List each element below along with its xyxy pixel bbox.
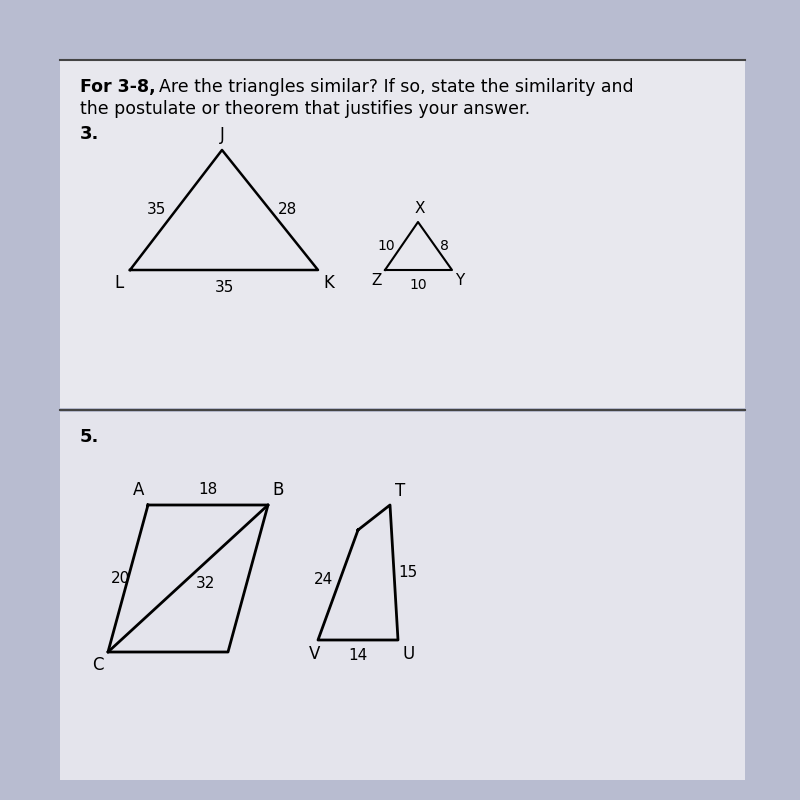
Text: Z: Z bbox=[372, 273, 382, 288]
Text: 8: 8 bbox=[440, 239, 449, 253]
Text: 32: 32 bbox=[196, 576, 215, 591]
Text: A: A bbox=[133, 481, 144, 499]
Text: 18: 18 bbox=[198, 482, 218, 497]
Text: 5.: 5. bbox=[80, 428, 99, 446]
Text: X: X bbox=[414, 201, 426, 216]
Text: 28: 28 bbox=[278, 202, 298, 218]
Text: U: U bbox=[402, 645, 414, 663]
Text: 20: 20 bbox=[110, 571, 130, 586]
Text: 10: 10 bbox=[410, 278, 427, 292]
Text: 14: 14 bbox=[348, 648, 368, 663]
Text: the postulate or theorem that justifies your answer.: the postulate or theorem that justifies … bbox=[80, 100, 530, 118]
Text: J: J bbox=[219, 126, 225, 144]
Text: K: K bbox=[323, 274, 334, 292]
Text: For 3-8,: For 3-8, bbox=[80, 78, 156, 96]
Text: L: L bbox=[114, 274, 124, 292]
Text: V: V bbox=[310, 645, 321, 663]
Text: 35: 35 bbox=[214, 280, 234, 295]
Text: 10: 10 bbox=[378, 239, 395, 253]
FancyBboxPatch shape bbox=[60, 412, 745, 780]
Text: 3.: 3. bbox=[80, 125, 99, 143]
Text: B: B bbox=[272, 481, 283, 499]
Text: C: C bbox=[93, 656, 104, 674]
FancyBboxPatch shape bbox=[60, 60, 745, 408]
Text: 35: 35 bbox=[146, 202, 166, 218]
Text: Are the triangles similar? If so, state the similarity and: Are the triangles similar? If so, state … bbox=[148, 78, 634, 96]
Text: 24: 24 bbox=[314, 573, 333, 587]
Text: T: T bbox=[395, 482, 406, 500]
Text: 15: 15 bbox=[398, 565, 418, 580]
Text: Y: Y bbox=[455, 273, 464, 288]
